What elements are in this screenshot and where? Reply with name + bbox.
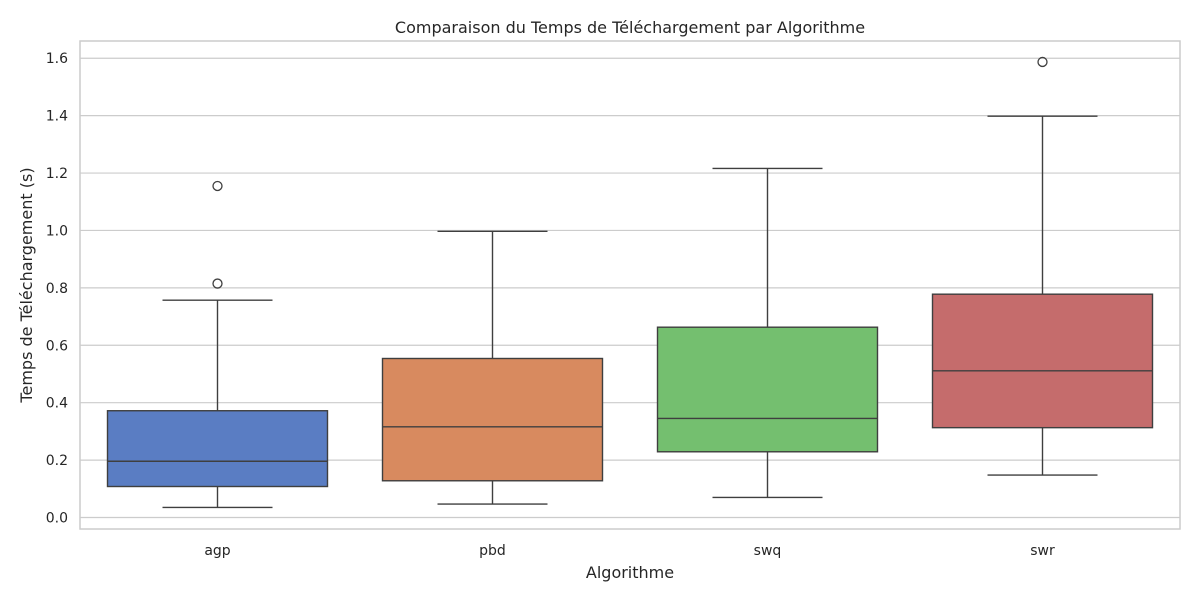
iqr-box [106,410,329,488]
x-axis-label: Algorithme [586,563,674,582]
iqr-box [656,326,879,453]
box-agp [106,180,329,509]
x-tick-label: swq [754,543,782,559]
y-tick-label: 1.2 [46,166,68,182]
plot-frame [79,40,1181,530]
iqr-box [381,357,604,482]
y-tick-label: 0.6 [46,338,68,354]
y-tick-label: 0.2 [46,453,68,469]
y-tick-label: 0.0 [46,511,68,527]
outlier-point [212,180,223,192]
box-pbd [381,230,604,505]
iqr-box [931,293,1154,429]
x-tick-labels: agp pbd swq swr [204,543,1055,559]
y-tick-label: 1.0 [46,223,68,239]
x-tick-label: pbd [479,543,506,559]
box-swq [656,167,879,499]
boxes [106,56,1154,509]
outlier-point [212,278,223,289]
box-swr [931,56,1154,476]
y-tick-label: 1.4 [46,109,68,125]
x-tick-label: swr [1030,543,1055,559]
chart-title: Comparaison du Temps de Téléchargement p… [395,18,865,37]
x-tick-label: agp [204,543,230,559]
y-tick-label: 0.4 [46,396,68,412]
y-tick-label: 1.6 [46,51,68,67]
y-tick-labels: 0.0 0.2 0.4 0.6 0.8 1.0 1.2 1.4 1.6 [46,51,68,526]
y-tick-label: 0.8 [46,281,68,297]
outlier-point [1037,56,1048,68]
y-axis-label: Temps de Téléchargement (s) [17,167,36,403]
